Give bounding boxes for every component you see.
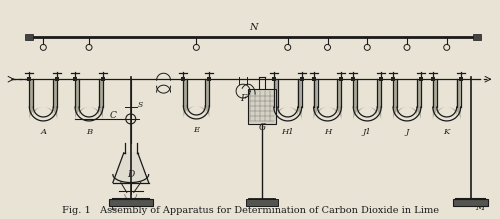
Polygon shape [314, 79, 342, 121]
Polygon shape [393, 79, 421, 121]
Bar [379, 77, 383, 81]
Text: H: H [324, 128, 331, 136]
Text: S: S [138, 101, 143, 109]
Text: J: J [406, 128, 408, 136]
Bar [101, 77, 105, 81]
Bar [248, 89, 276, 124]
Bar [182, 77, 186, 81]
Bar [472, 34, 480, 41]
Bar [419, 77, 423, 81]
Text: D: D [127, 170, 134, 178]
Bar [272, 77, 276, 81]
Text: N: N [248, 23, 257, 32]
Polygon shape [30, 79, 57, 121]
Polygon shape [274, 79, 301, 121]
Text: M: M [476, 203, 485, 212]
Bar [208, 77, 211, 81]
Bar [352, 77, 356, 81]
Bar [55, 77, 59, 81]
Bar [109, 200, 152, 206]
Bar [452, 200, 488, 206]
Bar [26, 34, 34, 41]
Text: L: L [110, 203, 116, 212]
Text: F: F [240, 94, 246, 103]
Text: H1: H1 [282, 128, 294, 136]
Bar [300, 77, 304, 81]
Bar [391, 77, 395, 81]
Polygon shape [75, 79, 103, 121]
Text: E: E [194, 126, 200, 134]
Bar [431, 77, 435, 81]
Text: K: K [444, 128, 450, 136]
Bar [312, 77, 316, 81]
Text: J1: J1 [363, 128, 372, 136]
Text: Fig. 1   Assembly of Apparatus for Determination of Carbon Dioxide in Lime: Fig. 1 Assembly of Apparatus for Determi… [62, 206, 438, 215]
Text: G: G [258, 123, 266, 132]
Bar [246, 200, 278, 206]
Polygon shape [433, 79, 460, 121]
Bar [28, 77, 32, 81]
Bar [458, 77, 462, 81]
Text: A: A [40, 128, 46, 136]
Text: C: C [110, 111, 117, 120]
Polygon shape [113, 153, 148, 182]
Bar [340, 77, 344, 81]
Bar [73, 77, 77, 81]
Polygon shape [354, 79, 381, 121]
Text: B: B [86, 128, 92, 136]
Polygon shape [184, 79, 210, 119]
